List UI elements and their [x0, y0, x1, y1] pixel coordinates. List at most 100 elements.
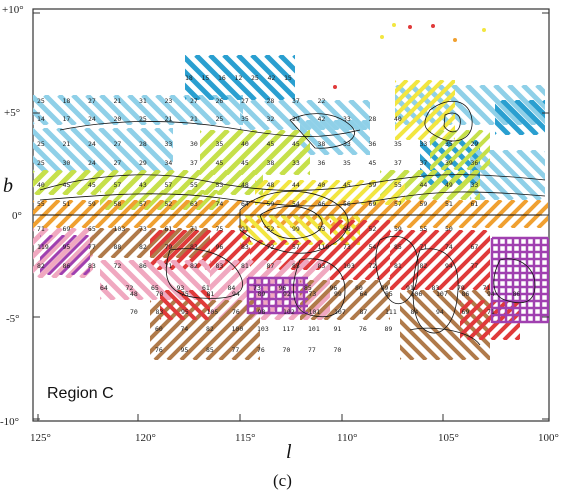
hatch-stroke [451, 85, 495, 125]
hatch-stroke [395, 80, 409, 95]
hatch-stroke [107, 200, 139, 228]
cell-label: 80 [355, 284, 363, 292]
cell-label: 36 [369, 140, 377, 148]
cell-label: 53 [216, 181, 224, 189]
cell-label: 98 [258, 308, 266, 316]
hatch-stroke [56, 128, 105, 173]
hatch-stroke [372, 180, 401, 205]
hatch-stroke [472, 271, 490, 290]
hatch-stroke [323, 280, 367, 320]
hatch-stroke [300, 123, 330, 155]
cell-label: 12 [235, 74, 243, 82]
hatch-stroke [362, 291, 390, 320]
hatch-stroke [396, 195, 405, 205]
cell-label: 25 [139, 115, 147, 123]
cell-label: 91 [334, 325, 342, 333]
hatch-stroke [274, 262, 330, 320]
hatch-stroke [33, 228, 49, 246]
hatch-stroke [460, 300, 486, 327]
hatch-stroke [488, 150, 542, 200]
cell-label: 64 [241, 200, 249, 208]
hatch-stroke [351, 130, 396, 175]
cell-label: 59 [369, 181, 377, 189]
hatch-stroke [400, 344, 415, 360]
hatch-stroke [250, 100, 284, 130]
hatch-stroke [280, 215, 314, 245]
hatch-stroke [278, 100, 312, 130]
cell-label: 119 [37, 243, 49, 251]
hatch-stroke [200, 130, 216, 148]
hatch-stroke [58, 242, 90, 275]
hatch-stroke [340, 229, 390, 280]
hatch-stroke [150, 300, 152, 303]
hatch-stroke [393, 200, 425, 228]
cell-label: 61 [202, 284, 210, 292]
cell-label: 33 [420, 140, 428, 148]
region-label-box [42, 378, 140, 404]
contour-line [443, 112, 461, 133]
cell-label: 94 [445, 262, 453, 270]
cell-label: 58 [114, 200, 122, 208]
hatch-stroke [424, 230, 488, 290]
cell-label: 38 [318, 140, 326, 148]
hatch-stroke [536, 215, 548, 228]
hatch-stroke [97, 228, 131, 258]
hatch-stroke [40, 235, 66, 262]
hatch-stroke [188, 290, 210, 313]
hatch-stroke [240, 100, 270, 130]
cell-label: 33 [343, 115, 351, 123]
cell-label: 75 [181, 290, 189, 298]
hatch-stroke [484, 200, 516, 228]
hatch-stroke [33, 141, 63, 173]
hatch-stroke [250, 240, 276, 267]
cell-label: 15 [284, 74, 292, 82]
hatch-stroke [201, 248, 210, 258]
hatch-stroke [33, 107, 49, 125]
cell-label: 46 [318, 200, 326, 208]
contour-line [259, 206, 323, 239]
cell-label: 82 [420, 262, 428, 270]
cell-label: 85 [394, 243, 402, 251]
marker-dot [380, 35, 384, 39]
crosshatch-patch [246, 276, 308, 315]
cell-label: 54 [369, 243, 377, 251]
y-tick-label: -5° [6, 313, 20, 325]
hatch-stroke [453, 132, 490, 170]
cell-label: 26 [216, 97, 224, 105]
hatch-stroke [244, 215, 278, 245]
hatch-stroke [564, 200, 570, 228]
cell-label: 105 [207, 308, 219, 316]
cell-label: 71 [483, 284, 491, 292]
hatch-stroke [90, 170, 119, 195]
hatch-stroke [328, 200, 360, 228]
hatch-stroke [204, 230, 248, 270]
cell-label: 103 [343, 262, 355, 270]
hatch-stroke [316, 304, 330, 320]
hatch-stroke [160, 170, 189, 195]
cell-label: 59 [88, 200, 96, 208]
hatch-stroke [209, 130, 258, 175]
hatch-stroke [278, 240, 312, 270]
cell-label: 59 [394, 225, 402, 233]
hatch-stroke [330, 220, 368, 259]
hatch-stroke [210, 260, 240, 292]
hatch-stroke [551, 290, 570, 360]
cell-label: 76 [232, 308, 240, 316]
hatch-patch [430, 130, 490, 170]
hatch-stroke [120, 200, 152, 228]
hatch-stroke [263, 200, 295, 228]
cell-label: 25 [216, 115, 224, 123]
hatch-stroke [364, 253, 390, 280]
hatch-stroke [432, 200, 464, 228]
hatch-stroke [466, 300, 510, 340]
cell-label: 36 [471, 159, 479, 167]
hatch-stroke [211, 200, 243, 228]
hatch-stroke [81, 200, 113, 228]
hatch-stroke [149, 228, 183, 258]
hatch-stroke [150, 300, 191, 342]
marker-dot [453, 38, 457, 42]
hatch-stroke [185, 200, 217, 228]
hatch-stroke [542, 100, 545, 105]
cell-label: 77 [88, 243, 96, 251]
